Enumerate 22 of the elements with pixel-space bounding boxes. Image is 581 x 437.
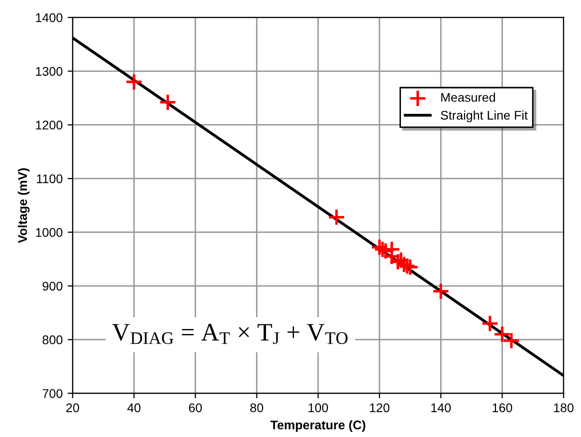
x-tick-label: 160 [492, 403, 512, 412]
x-tick-label: 40 [127, 403, 140, 412]
annotation: V$_{DIAG}$ = A$_{T}$ × T$_{J}$ + V$_{TO}$ [112, 324, 348, 344]
y-axis-title: Voltage (mV) [18, 168, 30, 244]
legend-label: Measured [441, 92, 496, 102]
x-tick-label: 20 [66, 403, 80, 412]
x-axis-title: Temperature (C) [270, 420, 366, 432]
y-tick-label: 700 [42, 389, 62, 398]
y-tick-label: 900 [42, 282, 62, 291]
x-tick-label: 180 [554, 403, 574, 412]
y-tick-label: 1100 [36, 174, 62, 184]
y-tick-label: 1000 [36, 228, 62, 237]
y-tick-label: 1300 [36, 66, 62, 76]
legend-label: Straight Line Fit [440, 110, 528, 122]
y-tick-label: 1400 [36, 13, 62, 22]
y-tick-label: 1200 [36, 120, 62, 130]
x-tick-label: 120 [370, 403, 390, 412]
x-tick-label: 100 [308, 403, 328, 412]
x-tick-label: 60 [189, 403, 202, 412]
x-tick-label: 140 [431, 403, 451, 412]
x-tick-label: 80 [250, 403, 264, 412]
y-tick-label: 800 [42, 335, 62, 344]
